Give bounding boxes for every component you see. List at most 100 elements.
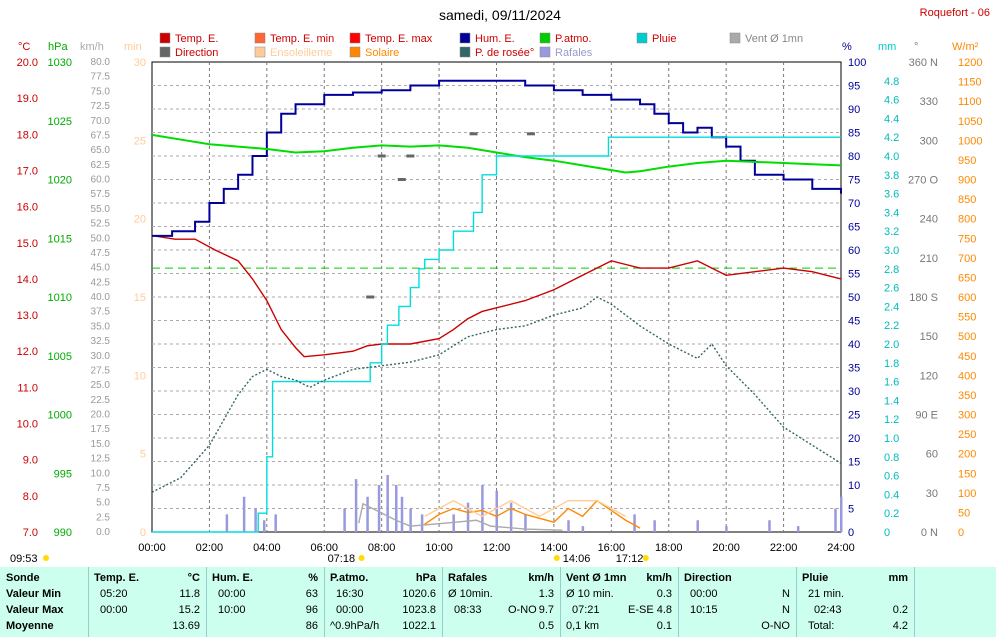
vent-1mn-line <box>358 502 563 531</box>
wind-tick-label: 47.5 <box>91 248 111 259</box>
stats-col-labels: Sonde Valeur Min Valeur Max Moyenne <box>0 567 89 637</box>
wind-tick-label: 22.5 <box>91 395 111 406</box>
direction-axis-unit: ° <box>914 41 918 53</box>
rafales-bar <box>466 502 470 532</box>
wind-tick-label: 0.0 <box>96 527 110 538</box>
p-atmo-line <box>151 133 842 174</box>
wind-tick-label: 72.5 <box>91 101 111 112</box>
gust-max-dir: O-NO <box>508 604 537 616</box>
legend-label: P.atmo. <box>555 33 592 45</box>
weather-chart: samedi, 09/11/2024 Roquefort - 06 Temp. … <box>10 7 990 565</box>
direction-point <box>469 132 478 136</box>
humidity-tick-label: 55 <box>848 269 860 281</box>
x-tick-label: 10:00 <box>425 542 453 554</box>
press-unit: hPa <box>415 572 436 584</box>
x-tick-label: 04:00 <box>253 542 281 554</box>
rain-tick-label: 3.0 <box>884 245 899 257</box>
press-min-time: 16:30 <box>336 588 364 600</box>
legend-swatch <box>459 46 471 58</box>
legend-swatch <box>729 32 741 44</box>
sun-tick-label: 5 <box>140 449 146 461</box>
direction-tick-label: 0 N <box>921 527 938 539</box>
rain-tick-label: 0.6 <box>884 471 899 483</box>
gust-title: Rafales <box>448 572 488 584</box>
direction-point <box>526 132 535 136</box>
axis-units: °C hPa km/h min% mm ° W/m² <box>18 41 979 53</box>
direction-tick-label: 270 O <box>908 175 938 187</box>
legend-label: Temp. E. max <box>365 33 433 45</box>
rafales-bar <box>581 526 585 532</box>
transit-icon <box>553 555 560 561</box>
humidity-axis-unit: % <box>842 41 852 53</box>
rafales-bar <box>400 496 404 532</box>
press-max: 1023.8 <box>402 604 436 616</box>
direction-tick-label: 240 <box>920 214 938 226</box>
solar-tick-label: 600 <box>958 292 976 304</box>
rain-tick-label: 3.8 <box>884 170 899 182</box>
rafales-bar <box>524 514 527 532</box>
solar-tick-label: 50 <box>958 507 970 519</box>
sunrise-icon <box>358 555 365 561</box>
rafales-bar <box>262 520 266 532</box>
temp-tick-label: 17.0 <box>17 165 38 177</box>
temp-min-time: 05:20 <box>100 588 128 600</box>
solar-tick-label: 550 <box>958 312 976 324</box>
wind-tick-label: 45.0 <box>91 263 111 274</box>
wind-max-dir: E-SE <box>628 604 654 616</box>
rafales-bar <box>567 520 570 532</box>
stats-title: Sonde <box>6 572 40 584</box>
legend-swatch <box>539 32 551 44</box>
wind-tick-label: 15.0 <box>91 439 111 450</box>
transit-time: 14:06 <box>563 553 591 565</box>
direction-tick-label: 120 <box>920 370 938 382</box>
direction-point <box>406 154 415 158</box>
direction-tick-label: 360 N <box>909 57 938 69</box>
rafales-bar <box>274 514 277 532</box>
wind-tick-label: 30.0 <box>91 351 111 362</box>
solar-tick-label: 200 <box>958 449 976 461</box>
rain-tick-label: 4.8 <box>884 76 899 88</box>
temp-tick-label: 11.0 <box>17 382 38 394</box>
stats-col-rain: Pluie mm 21 min. 02:43 0.2 Total: 4.2 <box>796 567 915 637</box>
temp-tick-label: 7.0 <box>23 527 38 539</box>
legend-swatch <box>159 46 171 58</box>
stats-panel: Sonde Valeur Min Valeur Max Moyenne Temp… <box>0 567 996 637</box>
dir-min-time: 00:00 <box>690 588 718 600</box>
legend-label: Temp. E. min <box>270 33 334 45</box>
sunrise-time: 07:18 <box>328 553 356 565</box>
astro-markers: 09:53 07:18 14:06 17:12 <box>10 553 649 565</box>
wind-tick-label: 65.0 <box>91 145 111 156</box>
stats-col-dir: Direction 00:00 N 10:15 N O-NO <box>678 567 797 637</box>
wind-distance: 0,1 km <box>566 620 600 632</box>
rafales-bar <box>725 526 728 532</box>
wind-tick-label: 37.5 <box>91 307 111 318</box>
humidity-tick-label: 75 <box>848 175 860 187</box>
stats-col-temp: Temp. E. °C 05:20 11.8 00:00 15.2 13.69 <box>88 567 207 637</box>
x-tick-label: 20:00 <box>712 542 740 554</box>
rain-tick-label: 1.6 <box>884 377 899 389</box>
wind-max-time: 07:21 <box>572 604 600 616</box>
solar-tick-label: 450 <box>958 351 976 363</box>
dir-min: N <box>782 588 790 600</box>
legend-swatch <box>254 32 266 44</box>
chart-date-title: samedi, 09/11/2024 <box>439 7 561 23</box>
direction-tick-label: 60 <box>926 449 938 461</box>
rain-max: 0.2 <box>892 604 908 616</box>
stats-col-press: P.atmo. hPa 16:30 1020.6 00:00 1023.8 ^0.9h… <box>324 567 443 637</box>
rafales-bar <box>386 475 389 532</box>
sunset-icon <box>642 555 649 561</box>
legend-swatch <box>159 32 171 44</box>
temp-tick-label: 18.0 <box>17 129 38 141</box>
humidity-tick-label: 30 <box>848 386 860 398</box>
wind-tick-label: 10.0 <box>91 468 111 479</box>
rain-tick-label: 1.8 <box>884 358 899 370</box>
x-tick-label: 00:00 <box>138 542 166 554</box>
humidity-tick-label: 90 <box>848 104 860 116</box>
temp-title: Temp. E. <box>94 572 140 584</box>
rafales-bar <box>242 496 246 532</box>
solar-tick-label: 300 <box>958 410 976 422</box>
direction-point <box>366 295 375 299</box>
rafales-bar <box>834 508 837 532</box>
rain-min-label: 21 min. <box>808 588 845 600</box>
solar-tick-label: 250 <box>958 429 976 441</box>
